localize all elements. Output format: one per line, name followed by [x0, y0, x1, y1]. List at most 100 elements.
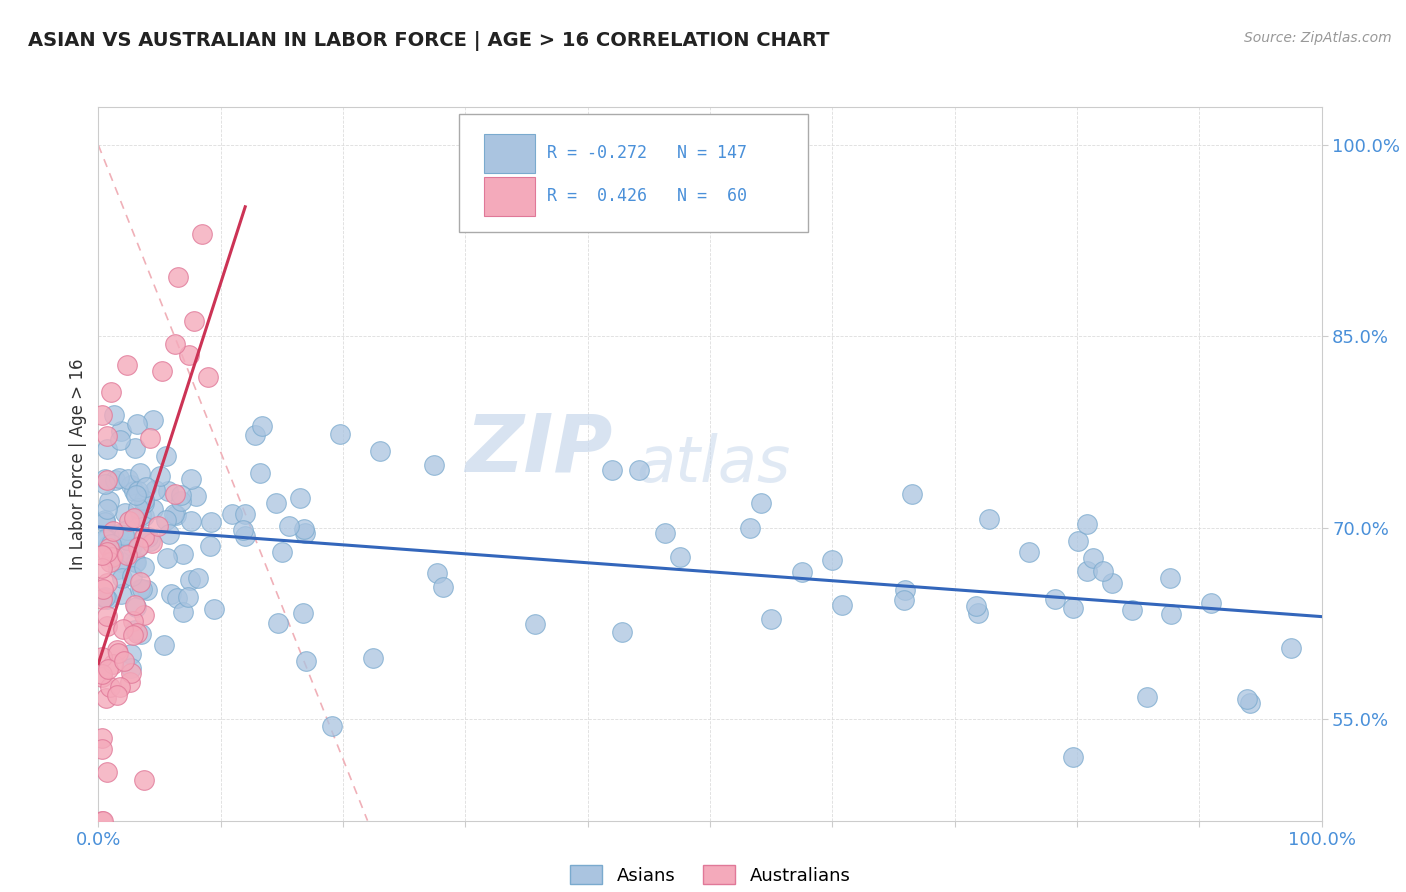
Point: [250, 418, 273, 433]
Point: [125, 488, 148, 502]
Point: [155, 513, 177, 527]
Point: [138, 432, 160, 446]
Point: [146, 519, 169, 533]
Point: [197, 370, 219, 384]
Point: [96, 533, 118, 547]
Point: [423, 458, 446, 472]
Point: [118, 514, 141, 528]
Point: [96, 442, 118, 457]
Point: [96, 618, 118, 632]
Point: [105, 643, 128, 657]
Point: [91, 731, 114, 745]
Point: [124, 624, 146, 638]
Point: [115, 533, 138, 547]
Point: [93, 591, 115, 605]
Point: [180, 472, 202, 486]
Point: [91, 670, 114, 684]
Point: [172, 605, 194, 619]
Point: [141, 535, 163, 549]
Point: [524, 617, 547, 632]
Point: [198, 539, 221, 553]
Point: [132, 508, 155, 523]
Point: [107, 562, 129, 576]
Point: [759, 612, 782, 626]
Point: [93, 515, 115, 529]
Point: [132, 531, 155, 545]
Point: [1279, 640, 1302, 655]
Point: [232, 523, 254, 537]
Point: [183, 314, 205, 328]
Point: [100, 537, 122, 551]
Point: [221, 507, 243, 521]
Point: [627, 463, 650, 477]
Point: [235, 529, 257, 543]
Point: [127, 500, 149, 515]
Point: [100, 555, 122, 569]
Point: [96, 545, 118, 559]
Point: [96, 473, 118, 487]
Point: [172, 547, 194, 561]
Point: [1091, 564, 1114, 578]
Point: [190, 227, 212, 242]
Point: [277, 519, 299, 533]
Point: [142, 413, 165, 427]
Point: [115, 546, 138, 560]
Point: [149, 468, 172, 483]
Point: [129, 627, 152, 641]
Point: [249, 466, 271, 480]
Point: [117, 472, 139, 486]
Point: [120, 477, 142, 491]
Point: [432, 581, 454, 595]
Point: [101, 549, 124, 564]
Point: [179, 347, 201, 361]
Point: [1159, 571, 1181, 585]
Point: [132, 496, 155, 510]
Point: [120, 647, 142, 661]
Point: [233, 508, 256, 522]
Point: [91, 814, 114, 828]
Point: [127, 483, 149, 498]
Point: [187, 571, 209, 585]
Point: [124, 442, 146, 456]
Point: [1101, 576, 1123, 591]
Point: [150, 364, 173, 378]
Point: [104, 473, 127, 487]
Point: [1045, 591, 1067, 606]
Point: [96, 609, 118, 624]
Point: [165, 337, 187, 351]
Point: [180, 514, 202, 528]
Point: [132, 493, 155, 508]
Point: [110, 587, 132, 601]
Point: [170, 488, 193, 502]
Point: [110, 424, 132, 438]
Point: [167, 269, 190, 284]
Point: [93, 591, 115, 605]
Text: Source: ZipAtlas.com: Source: ZipAtlas.com: [1244, 31, 1392, 45]
Point: [128, 466, 150, 480]
Point: [101, 657, 124, 671]
Text: atlas: atlas: [637, 433, 792, 495]
Point: [105, 688, 128, 702]
Point: [98, 541, 121, 556]
Point: [426, 566, 449, 580]
Point: [97, 661, 120, 675]
Point: [243, 428, 266, 442]
Point: [184, 489, 207, 503]
Point: [1239, 696, 1261, 710]
Point: [97, 538, 120, 552]
Point: [294, 525, 316, 540]
Point: [108, 680, 131, 694]
Point: [96, 502, 118, 516]
Point: [1236, 691, 1258, 706]
Point: [91, 561, 114, 575]
Point: [1076, 516, 1098, 531]
Point: [121, 540, 143, 554]
Point: [114, 506, 136, 520]
Text: ASIAN VS AUSTRALIAN IN LABOR FORCE | AGE > 16 CORRELATION CHART: ASIAN VS AUSTRALIAN IN LABOR FORCE | AGE…: [28, 31, 830, 51]
Point: [1018, 544, 1040, 558]
Point: [112, 528, 135, 542]
Point: [142, 501, 165, 516]
Point: [139, 534, 162, 549]
Point: [165, 508, 187, 522]
Point: [96, 591, 118, 606]
